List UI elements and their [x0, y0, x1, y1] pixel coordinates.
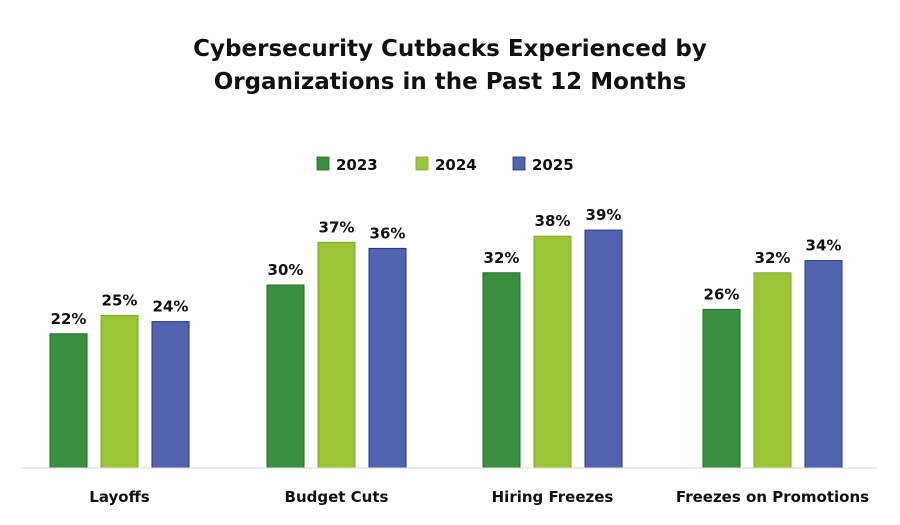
- category-label-hiring-freezes: Hiring Freezes: [492, 488, 614, 506]
- data-labels: 22% 25% 24% 30% 37% 36% 32% 38% 39% 26% 32% 34%: [51, 206, 842, 328]
- category-label-budget-cuts: Budget Cuts: [285, 488, 389, 506]
- bar-2025-budget-cuts: [368, 247, 407, 469]
- bar-2025-freezes-on-promotions: [804, 260, 843, 469]
- legend-swatch-2024: [415, 156, 429, 171]
- chart-title-line-2: Organizations in the Past 12 Months: [214, 69, 687, 95]
- legend: 2023 2024 2025: [316, 156, 574, 174]
- legend-label-2023: 2023: [336, 156, 378, 174]
- bars: [49, 229, 843, 469]
- category-label-layoffs: Layoffs: [89, 488, 149, 506]
- data-label-2024-freezes-on-promotions: 32%: [755, 249, 791, 267]
- data-label-2023-budget-cuts: 30%: [268, 261, 304, 279]
- data-label-2023-freezes-on-promotions: 26%: [704, 285, 740, 303]
- bar-2023-hiring-freezes: [482, 272, 521, 469]
- bar-2023-budget-cuts: [266, 284, 305, 469]
- category-labels: Layoffs Budget Cuts Hiring Freezes Freezes …: [89, 488, 869, 506]
- legend-swatch-2023: [316, 156, 330, 171]
- data-label-2025-freezes-on-promotions: 34%: [806, 237, 842, 255]
- bar-2023-freezes-on-promotions: [702, 308, 741, 469]
- category-label-freezes-on-promotions: Freezes on Promotions: [676, 488, 869, 506]
- legend-label-2025: 2025: [532, 156, 574, 174]
- bar-2024-hiring-freezes: [533, 235, 572, 469]
- chart-title-line-1: Cybersecurity Cutbacks Experienced by: [193, 36, 707, 62]
- data-label-2024-hiring-freezes: 38%: [535, 212, 571, 230]
- legend-swatch-2025: [512, 156, 526, 171]
- bar-2024-freezes-on-promotions: [753, 272, 792, 469]
- bar-2024-layoffs: [100, 315, 139, 469]
- data-label-2025-budget-cuts: 36%: [370, 224, 406, 242]
- data-label-2023-hiring-freezes: 32%: [484, 249, 520, 267]
- bar-2025-layoffs: [151, 321, 190, 469]
- data-label-2025-layoffs: 24%: [153, 298, 189, 316]
- bar-2023-layoffs: [49, 333, 88, 469]
- data-label-2023-layoffs: 22%: [51, 310, 87, 328]
- bar-2025-hiring-freezes: [584, 229, 623, 469]
- data-label-2025-hiring-freezes: 39%: [586, 206, 622, 224]
- bar-2024-budget-cuts: [317, 241, 356, 469]
- legend-label-2024: 2024: [435, 156, 477, 174]
- data-label-2024-layoffs: 25%: [102, 292, 138, 310]
- chart-title: Cybersecurity Cutbacks Experienced by Or…: [193, 36, 707, 95]
- data-label-2024-budget-cuts: 37%: [319, 218, 355, 236]
